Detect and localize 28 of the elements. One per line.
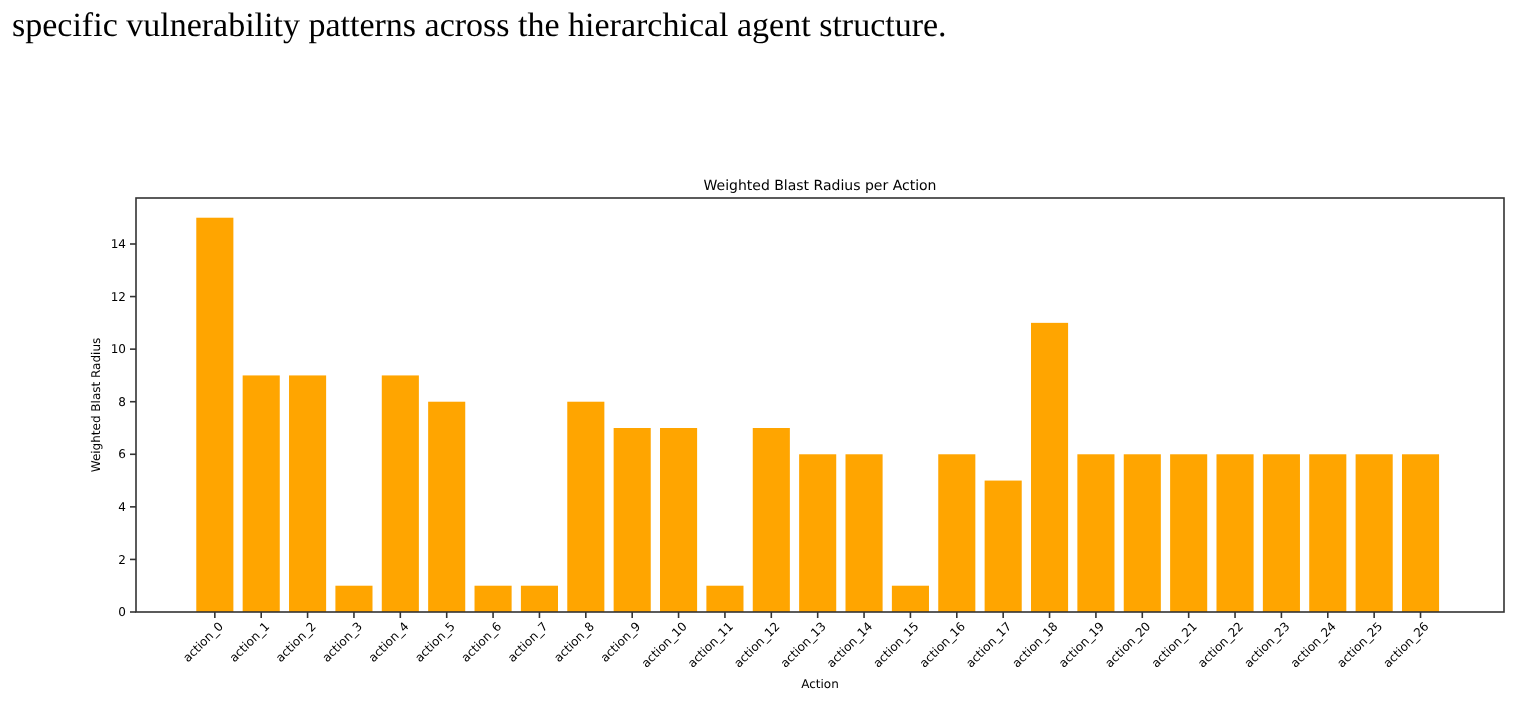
bar — [1031, 322, 1069, 612]
bar — [1123, 454, 1161, 612]
bar — [1077, 454, 1115, 612]
bar — [567, 401, 605, 612]
bar — [474, 585, 512, 612]
bar — [613, 428, 651, 612]
bar — [1262, 454, 1300, 612]
bar — [1170, 454, 1208, 612]
text: specific vulnerability patterns across the hierarchical agent structure. — [12, 6, 947, 44]
bar — [752, 428, 790, 612]
bar — [196, 217, 234, 612]
bar — [1216, 454, 1254, 612]
bar — [1401, 454, 1440, 612]
bar — [381, 375, 419, 612]
bar — [938, 454, 976, 612]
bar — [845, 454, 883, 612]
bar — [242, 375, 280, 612]
bar — [520, 585, 558, 612]
bar — [1309, 454, 1347, 612]
bar — [335, 585, 373, 612]
bar — [891, 585, 929, 612]
bar — [289, 375, 327, 612]
bar — [984, 480, 1022, 612]
bar — [428, 401, 466, 612]
bar — [706, 585, 744, 612]
bar — [660, 428, 698, 612]
bar — [1355, 454, 1393, 612]
bar — [799, 454, 837, 612]
